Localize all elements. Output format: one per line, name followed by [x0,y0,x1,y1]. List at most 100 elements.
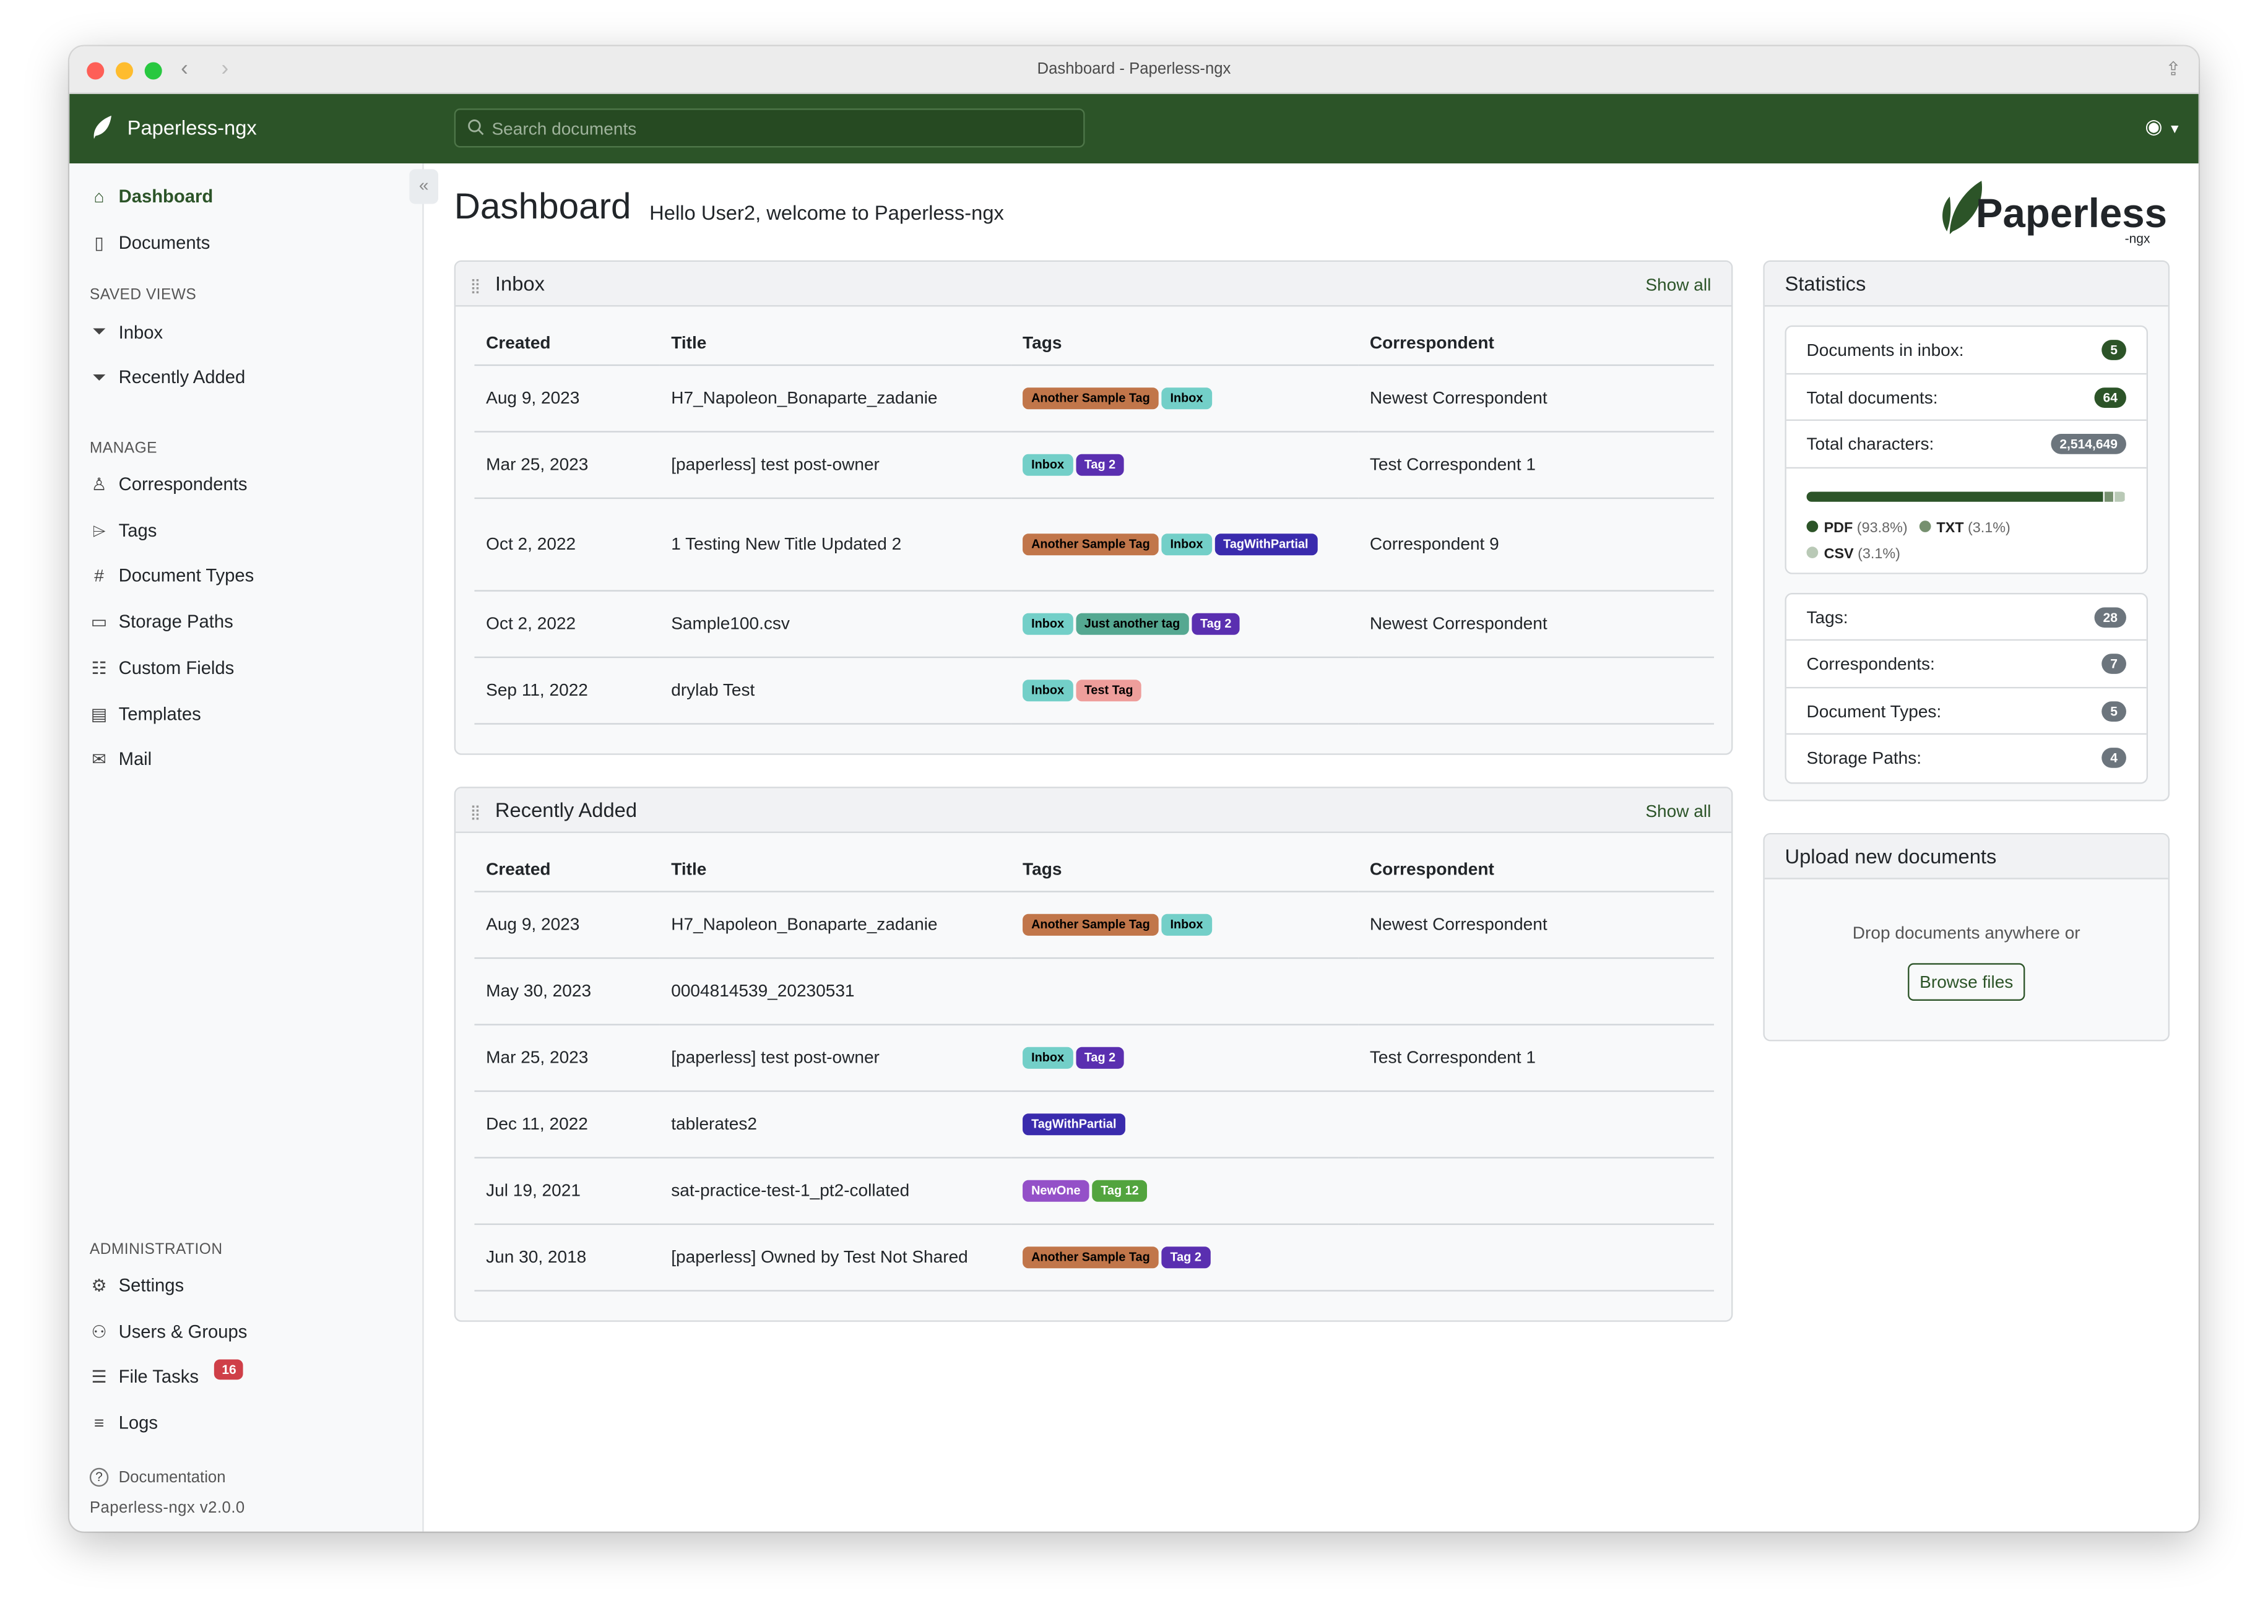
back-icon[interactable]: ‹ [181,56,188,81]
user-menu-button[interactable]: ◉ ▼ [2145,114,2181,139]
sidebar-item-correspondents[interactable]: ♙ Correspondents [90,474,247,495]
column-header-title[interactable]: Title [659,306,1011,366]
tag-badge[interactable]: Another Sample Tag [1023,533,1159,555]
sidebar-item-settings[interactable]: ⚙ Settings [90,1276,184,1296]
tag-badge[interactable]: Inbox [1161,387,1212,409]
tag-badge[interactable]: NewOne [1023,1179,1089,1201]
sidebar-item-users-groups[interactable]: ⚇ Users & Groups [90,1321,247,1342]
browse-files-button[interactable]: Browse files [1908,963,2025,1001]
recent-show-all-link[interactable]: Show all [1645,801,1712,822]
tag-badge[interactable]: Tag 2 [1161,1246,1210,1268]
app-name[interactable]: Paperless-ngx [127,115,257,139]
tag-badge[interactable]: Another Sample Tag [1023,387,1159,409]
title-cell[interactable]: tablerates2 [659,1090,1011,1158]
correspondent-cell[interactable]: Test Correspondent 1 [1358,431,1714,498]
sidebar-item-mail[interactable]: ✉ Mail [90,749,152,770]
sidebar-item-dashboard[interactable]: ⌂ Dashboard [90,186,214,207]
minimize-window-button[interactable] [115,62,133,80]
table-row[interactable]: Oct 2, 2022 Sample100.csv Inbox Just anothe… [474,590,1714,658]
correspondent-cell[interactable]: Correspondent 9 [1358,497,1714,591]
table-row[interactable]: Mar 25, 2023 [paperless] test post-owner I… [474,1024,1714,1092]
correspondent-cell[interactable]: Newest Correspondent [1358,590,1714,658]
sidebar-item-documents[interactable]: ▯ Documents [90,232,210,253]
table-row[interactable]: Mar 25, 2023 [paperless] test post-owner I… [474,431,1714,498]
drag-handle-icon[interactable]: ⣿ [470,279,481,295]
table-row[interactable]: May 30, 2023 0004814539_20230531 [474,957,1714,1025]
list-task-icon: ☰ [91,1367,107,1388]
tag-badge[interactable]: Inbox [1161,533,1212,555]
table-row[interactable]: Jul 19, 2021 sat-practice-test-1_pt2-coll… [474,1157,1714,1225]
inbox-show-all-link[interactable]: Show all [1645,274,1712,295]
correspondent-cell[interactable]: Newest Correspondent [1358,364,1714,432]
tag-badge[interactable]: Inbox [1023,1046,1073,1068]
tags-cell: Another Sample Tag Inbox [1011,891,1359,959]
title-cell[interactable]: H7_Napoleon_Bonaparte_zadanie [659,891,1011,959]
tag-badge[interactable]: Tag 12 [1092,1179,1148,1201]
share-icon[interactable]: ⇪ [2165,58,2181,80]
title-cell[interactable]: 0004814539_20230531 [659,957,1011,1025]
documentation-link[interactable]: ? Documentation [89,1467,226,1487]
column-header-correspondent[interactable]: Correspondent [1358,306,1714,366]
title-cell[interactable]: sat-practice-test-1_pt2-collated [659,1157,1011,1225]
sidebar-item-recently-added[interactable]: ⏷ Recently Added [90,367,245,389]
tag-badge[interactable]: Inbox [1023,453,1073,475]
sidebar-item-label: Dashboard [118,186,214,207]
tag-badge[interactable]: Another Sample Tag [1023,1246,1159,1268]
column-header-correspondent[interactable]: Correspondent [1358,832,1714,892]
title-cell[interactable]: Sample100.csv [659,590,1011,658]
tag-badge[interactable]: Test Tag [1075,679,1142,701]
sidebar-item-templates[interactable]: ▤ Templates [90,704,201,724]
correspondent-cell[interactable]: Newest Correspondent [1358,891,1714,959]
drag-handle-icon[interactable]: ⣿ [470,805,481,822]
correspondent-cell[interactable] [1358,656,1714,724]
tag-badge[interactable]: TagWithPartial [1023,1113,1125,1135]
tag-badge[interactable]: Tag 2 [1075,453,1125,475]
sidebar-item-file-tasks[interactable]: ☰ File Tasks 16 [90,1360,244,1388]
table-row[interactable]: Jun 30, 2018 [paperless] Owned by Test No… [474,1223,1714,1291]
correspondent-cell[interactable] [1358,1157,1714,1225]
tag-badge[interactable]: Tag 2 [1075,1046,1125,1068]
close-window-button[interactable] [87,62,105,80]
column-header-title[interactable]: Title [659,832,1011,892]
table-row[interactable]: Aug 9, 2023 H7_Napoleon_Bonaparte_zadanie… [474,891,1714,959]
tag-badge[interactable]: Tag 2 [1191,612,1240,634]
tags-cell: TagWithPartial [1011,1090,1359,1158]
sidebar-item-label: File Tasks [118,1367,199,1388]
title-cell[interactable]: drylab Test [659,656,1011,724]
forward-icon[interactable]: › [221,56,229,81]
correspondent-cell[interactable] [1358,1090,1714,1158]
sidebar-item-inbox[interactable]: ⏷ Inbox [90,321,163,343]
column-header-tags[interactable]: Tags [1011,832,1359,892]
sidebar-item-storage-paths[interactable]: ▭ Storage Paths [90,612,233,633]
title-cell[interactable]: [paperless] Owned by Test Not Shared [659,1223,1011,1291]
maximize-window-button[interactable] [144,62,162,80]
sidebar-item-document-types[interactable]: # Document Types [90,566,254,587]
title-cell[interactable]: 1 Testing New Title Updated 2 [659,497,1011,591]
stat-label: Total documents: [1806,387,1938,407]
correspondent-cell[interactable] [1358,957,1714,1025]
table-row[interactable]: Oct 2, 2022 1 Testing New Title Updated 2… [474,497,1714,591]
sidebar-item-custom-fields[interactable]: ☷ Custom Fields [90,658,234,678]
tag-badge[interactable]: Inbox [1023,612,1073,634]
sidebar-item-logs[interactable]: ≡ Logs [90,1413,158,1433]
title-cell[interactable]: [paperless] test post-owner [659,431,1011,498]
correspondent-cell[interactable]: Test Correspondent 1 [1358,1024,1714,1092]
title-cell[interactable]: [paperless] test post-owner [659,1024,1011,1092]
sidebar-item-tags[interactable]: ⌲ Tags [90,520,157,542]
title-cell[interactable]: H7_Napoleon_Bonaparte_zadanie [659,364,1011,432]
tag-badge[interactable]: Inbox [1161,913,1212,935]
column-header-tags[interactable]: Tags [1011,306,1359,366]
table-row[interactable]: Sep 11, 2022 drylab Test Inbox Test Tag [474,656,1714,724]
tag-badge[interactable]: Inbox [1023,679,1073,701]
collapse-sidebar-button[interactable]: « [409,169,439,204]
table-row[interactable]: Dec 11, 2022 tablerates2 TagWithPartial [474,1090,1714,1158]
column-header-created[interactable]: Created [474,306,660,366]
tag-badge[interactable]: Another Sample Tag [1023,913,1159,935]
tag-badge[interactable]: Just another tag [1075,612,1189,634]
file-type-percent: (93.8%) [1856,520,1908,536]
search-input[interactable]: Search documents [454,108,1085,148]
column-header-created[interactable]: Created [474,832,660,892]
tag-badge[interactable]: TagWithPartial [1214,533,1317,555]
correspondent-cell[interactable] [1358,1223,1714,1291]
table-row[interactable]: Aug 9, 2023 H7_Napoleon_Bonaparte_zadanie… [474,364,1714,432]
